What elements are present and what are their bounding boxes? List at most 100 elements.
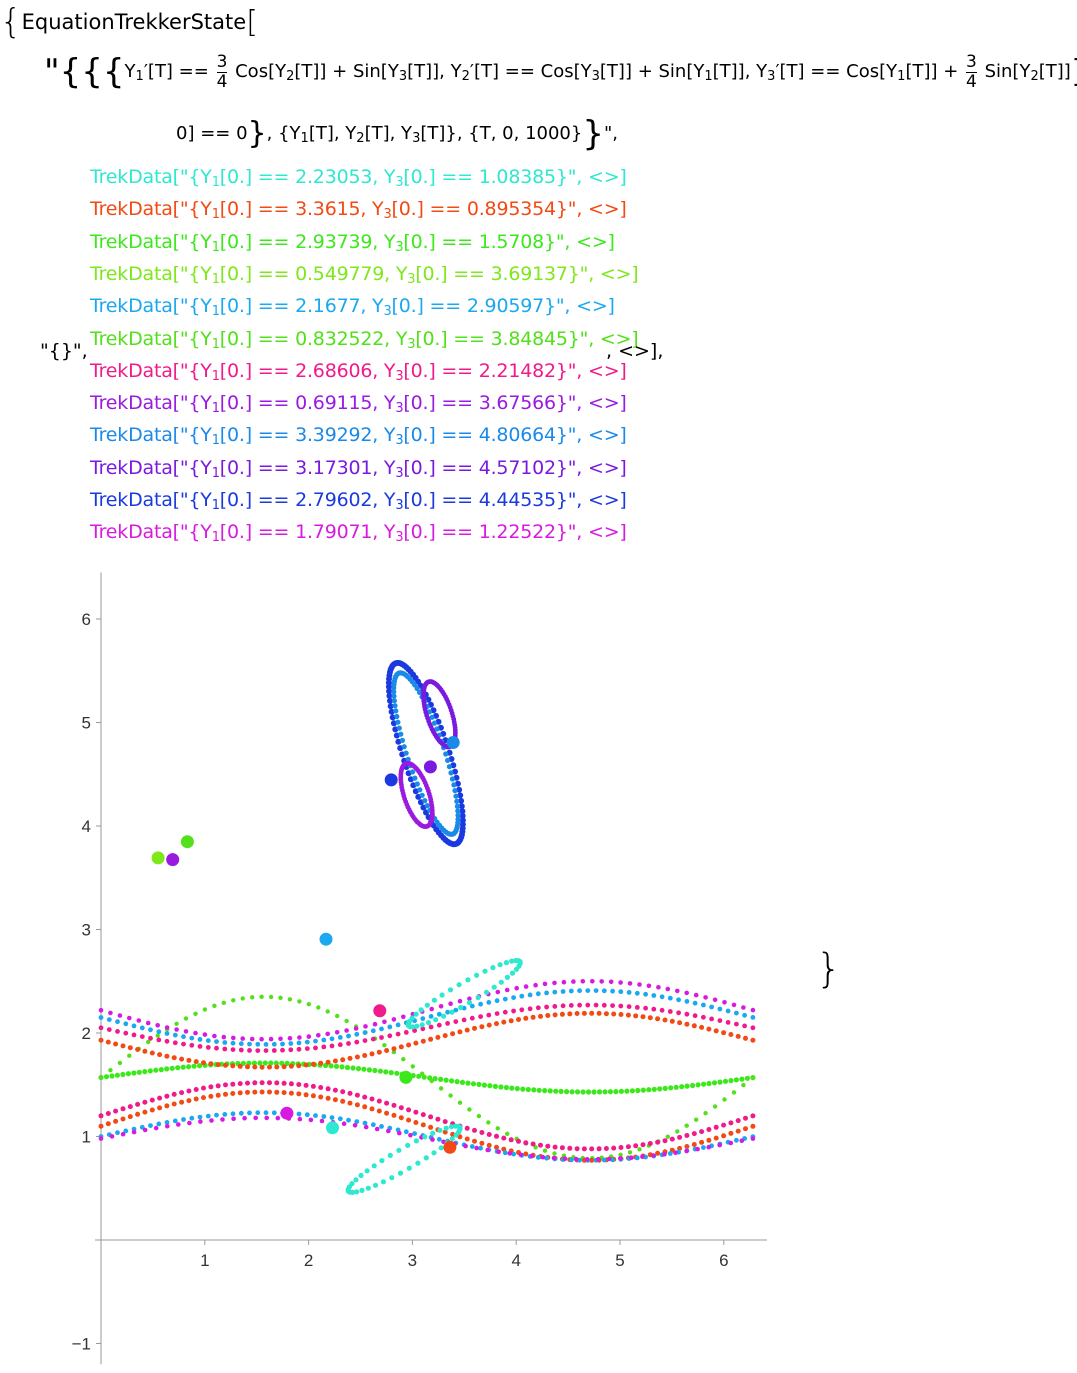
trajectory-point xyxy=(198,1119,203,1124)
trajectory-point xyxy=(443,751,449,757)
trek-data-row[interactable]: TrekData["{Y1[0.] == 3.17301, Y3[0.] == … xyxy=(90,456,627,481)
initial-point[interactable] xyxy=(399,1070,413,1084)
trajectory-point xyxy=(552,1004,558,1009)
trajectory-point xyxy=(479,1024,485,1030)
trajectory-point xyxy=(603,1146,609,1151)
trajectory-point xyxy=(665,1134,670,1139)
trajectory-point xyxy=(442,1129,448,1135)
trajectory-point xyxy=(332,1087,338,1093)
trajectory-point xyxy=(382,1043,387,1048)
trajectory-point xyxy=(325,1009,330,1014)
trajectory-point xyxy=(706,1026,712,1032)
trek-data-row[interactable]: TrekData["{Y1[0.] == 0.69115, Y3[0.] == … xyxy=(90,392,627,417)
trajectory-point xyxy=(120,1043,126,1049)
trajectory-point xyxy=(297,999,302,1004)
trajectory-point xyxy=(245,1064,250,1070)
trajectory-point xyxy=(486,1142,492,1148)
trek-data-row[interactable]: TrekData["{Y1[0.] == 2.79602, Y3[0.] == … xyxy=(90,489,627,513)
initial-point[interactable] xyxy=(373,1004,387,1018)
trajectory-point xyxy=(725,1020,731,1025)
trajectory-point xyxy=(231,1035,236,1041)
trajectory-point xyxy=(164,1025,170,1030)
trajectory-point xyxy=(139,1034,145,1039)
initial-point[interactable] xyxy=(384,773,398,787)
trajectory-point xyxy=(511,1151,516,1157)
trajectory-point xyxy=(255,1041,261,1047)
trajectory-point xyxy=(156,1121,162,1127)
trajectory-point xyxy=(574,1146,580,1152)
trajectory-point xyxy=(667,1151,673,1156)
trek-data-row[interactable]: TrekData["{Y1[0.] == 2.1677, Y3[0.] == 2… xyxy=(90,295,615,320)
trek-data-row[interactable]: TrekData["{Y1[0.] == 2.93739, Y3[0.] == … xyxy=(90,230,615,255)
initial-condition-points[interactable] xyxy=(151,736,460,1154)
trek-data-row[interactable]: TrekData["{Y1[0.] == 3.39292, Y3[0.] == … xyxy=(90,424,627,449)
trajectory-point xyxy=(120,1131,126,1137)
initial-point[interactable] xyxy=(180,835,194,849)
trajectory-point xyxy=(542,1088,548,1094)
trajectory-point xyxy=(429,1006,435,1012)
trajectory-point xyxy=(439,992,445,998)
trajectory-point xyxy=(694,1117,699,1122)
trek-data-row[interactable]: TrekData["{Y1[0.] == 3.3615, Y3[0.] == 0… xyxy=(90,198,627,223)
trajectory-point xyxy=(479,1140,485,1146)
initial-point[interactable] xyxy=(151,851,165,865)
trajectory-point xyxy=(494,998,500,1004)
trajectory-point xyxy=(505,1131,510,1137)
trek-data-row[interactable]: TrekData["{Y1[0.] == 1.79071, Y3[0.] == … xyxy=(90,521,627,546)
trajectory-point xyxy=(328,1063,334,1069)
trajectory-point xyxy=(725,1008,731,1014)
trajectory-point xyxy=(389,714,396,721)
trajectory-point xyxy=(296,1040,302,1046)
trajectory-point xyxy=(634,1005,640,1010)
trek-data-row[interactable]: TrekData["{Y1[0.] == 0.549779, Y3[0.] ==… xyxy=(90,262,639,287)
trajectory-point xyxy=(618,1088,625,1094)
trajectory-point xyxy=(318,1094,324,1100)
trajectory-point xyxy=(187,1120,192,1126)
trajectory-point xyxy=(361,1066,367,1072)
trajectory-point xyxy=(627,981,633,986)
initial-point[interactable] xyxy=(280,1106,294,1120)
expression-head-name: EquationTrekkerState xyxy=(21,10,247,34)
initial-point[interactable] xyxy=(443,1140,457,1154)
trajectory-point xyxy=(296,1082,302,1087)
trajectory-point xyxy=(494,1021,499,1027)
initial-point[interactable] xyxy=(166,853,180,867)
initial-point[interactable] xyxy=(446,736,460,749)
trek-data-row[interactable]: TrekData["{Y1[0.] == 2.23053, Y3[0.] == … xyxy=(90,166,627,190)
trajectory-point xyxy=(421,1074,427,1080)
trajectory-point xyxy=(735,1033,741,1039)
trajectory-point xyxy=(750,1136,756,1141)
trajectory-point xyxy=(662,1151,667,1157)
trajectory-point xyxy=(321,1114,327,1119)
trajectory-point xyxy=(429,714,435,720)
trajectory-point xyxy=(496,1149,502,1155)
trajectory-point xyxy=(585,1002,591,1008)
trajectory-point xyxy=(721,1122,727,1128)
trek-data-row[interactable]: TrekData["{Y1[0.] == 2.68606, Y3[0.] == … xyxy=(90,359,627,384)
trajectory-point xyxy=(459,808,466,815)
trek-data-row[interactable]: TrekData["{Y1[0.] == 0.832522, Y3[0.] ==… xyxy=(90,327,639,352)
trajectory-point xyxy=(252,1080,258,1086)
trajectory-point xyxy=(717,1018,723,1023)
trajectory-point xyxy=(281,1090,287,1096)
trajectory-point xyxy=(422,798,428,804)
trajectory-point xyxy=(701,1145,706,1150)
trajectory-point xyxy=(359,1187,365,1193)
trajectory-point xyxy=(148,1035,153,1041)
trajectory-point xyxy=(487,1083,493,1089)
trajectory-point xyxy=(498,1084,504,1090)
trajectory-point xyxy=(278,995,283,1000)
trajectory-point xyxy=(731,1002,737,1008)
trajectory-point xyxy=(647,1141,653,1146)
trajectory-point xyxy=(387,1024,393,1030)
initial-point[interactable] xyxy=(423,760,437,774)
trajectory-point xyxy=(306,1002,311,1007)
trajectory-point xyxy=(387,1152,393,1158)
trajectory-point xyxy=(618,1003,624,1009)
initial-point[interactable] xyxy=(326,1121,339,1135)
trajectory-point xyxy=(442,1119,448,1125)
initial-point[interactable] xyxy=(319,932,333,946)
trajectory-point xyxy=(567,1145,573,1151)
